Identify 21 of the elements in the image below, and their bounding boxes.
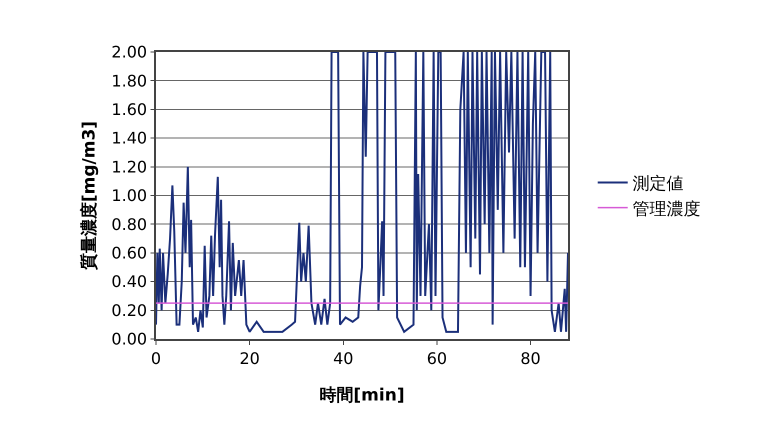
legend-label: 管理濃度 bbox=[632, 199, 701, 220]
y-tick-label: 0.00 bbox=[111, 330, 148, 349]
y-tick-label: 1.20 bbox=[111, 157, 148, 176]
line-series bbox=[156, 52, 568, 333]
y-tick-label: 0.80 bbox=[111, 214, 148, 234]
x-axis-title: 時間[min] bbox=[319, 386, 405, 406]
y-tick-label: 2.00 bbox=[111, 42, 148, 62]
y-tick-label: 1.00 bbox=[111, 186, 148, 206]
y-tick-label: 0.60 bbox=[111, 244, 148, 262]
x-tick-label: 20 bbox=[239, 348, 260, 368]
x-tick-label: 0 bbox=[150, 348, 162, 368]
x-tick-label: 80 bbox=[520, 348, 541, 368]
y-tick-label: 0.40 bbox=[111, 272, 148, 292]
y-tick-label: 1.40 bbox=[111, 128, 148, 148]
y-tick-label: 1.80 bbox=[111, 71, 148, 90]
legend-label: 測定値 bbox=[632, 174, 684, 194]
y-axis-title: 質量濃度[mg/m3] bbox=[79, 120, 100, 272]
y-tick-label: 1.60 bbox=[111, 100, 148, 119]
x-tick-label: 60 bbox=[426, 348, 448, 368]
y-tick-label: 0.20 bbox=[111, 300, 148, 320]
x-tick-label: 40 bbox=[333, 348, 354, 368]
